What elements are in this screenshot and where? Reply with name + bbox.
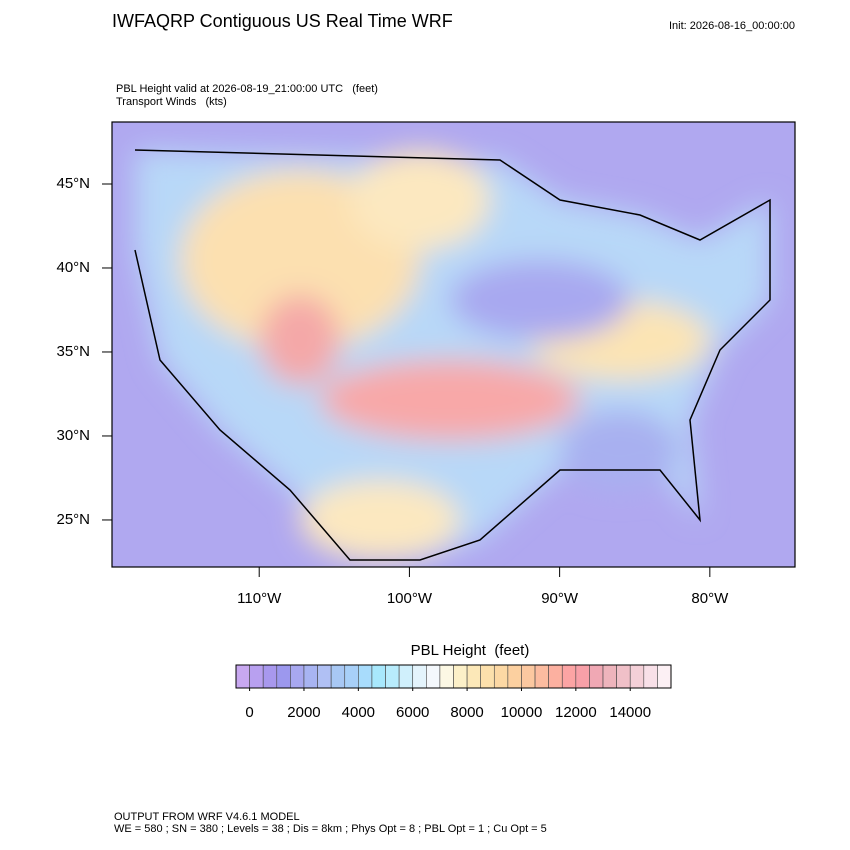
y-tick-label: 30°N — [56, 427, 90, 444]
colorbar-swatch — [480, 664, 495, 689]
y-tick-label: 25°N — [56, 511, 90, 528]
y-tick-label: 35°N — [56, 343, 90, 360]
colorbar-swatch — [249, 664, 264, 689]
colorbar-swatch — [657, 664, 672, 689]
colorbar-swatch — [344, 664, 359, 689]
colorbar-swatch — [290, 664, 305, 689]
colorbar-swatch — [507, 664, 522, 689]
colorbar-tick-label: 10000 — [501, 704, 543, 721]
colorbar-swatch — [262, 664, 278, 689]
colorbar-swatch — [575, 664, 590, 689]
colorbar-swatch — [358, 664, 373, 689]
y-tick-label: 40°N — [56, 259, 90, 276]
colorbar-tick-label: 8000 — [450, 704, 483, 721]
colorbar-swatch — [548, 664, 563, 689]
colorbar-tick-label: 6000 — [396, 704, 429, 721]
colorbar-swatch — [602, 664, 617, 689]
colorbar-swatch — [643, 664, 658, 689]
subtitle: Transport Winds (kts) — [116, 96, 227, 108]
map-field — [112, 122, 795, 567]
colorbar-swatch — [466, 664, 481, 689]
footer: WE = 580 ; SN = 380 ; Levels = 38 ; Dis … — [114, 823, 547, 835]
colorbar-frame — [235, 664, 672, 689]
colorbar-swatch — [561, 664, 577, 689]
colorbar-swatch — [439, 664, 454, 689]
colorbar-swatch — [534, 664, 549, 689]
colorbar-swatch — [629, 664, 645, 689]
coastline — [134, 149, 771, 561]
colorbar-tick-label: 2000 — [287, 704, 320, 721]
colorbar-swatch — [493, 664, 509, 689]
colorbar-swatch — [616, 664, 631, 689]
colorbar-swatch — [589, 664, 604, 689]
colorbar-tick-label: 14000 — [609, 704, 651, 721]
colorbar-swatch — [453, 664, 468, 689]
colorbar-swatch — [398, 664, 414, 689]
x-tick-label: 110°W — [237, 590, 282, 607]
colorbar-swatch — [330, 664, 346, 689]
init-time: Init: 2026-08-16_00:00:00 — [669, 20, 795, 32]
colorbar-tick-label: 12000 — [555, 704, 597, 721]
colorbar-swatch — [317, 664, 332, 689]
pbl-field — [135, 150, 770, 560]
colorbar-swatch — [303, 664, 318, 689]
colorbar-tick-label: 0 — [245, 704, 253, 721]
map-frame — [111, 121, 796, 568]
colorbar-swatch — [385, 664, 400, 689]
colorbar-tick-label: 4000 — [342, 704, 375, 721]
colorbar-title: PBL Height (feet) — [411, 642, 530, 659]
x-tick-label: 100°W — [387, 590, 433, 607]
title: IWFAQRP Contiguous US Real Time WRF — [112, 11, 453, 31]
colorbar-swatch — [371, 664, 386, 689]
colorbar-swatch — [412, 664, 427, 689]
x-tick-label: 90°W — [541, 590, 579, 607]
footer: OUTPUT FROM WRF V4.6.1 MODEL — [114, 811, 300, 823]
colorbar-swatch — [235, 664, 250, 689]
y-tick-label: 45°N — [56, 175, 90, 192]
colorbar-swatch — [521, 664, 536, 689]
x-tick-label: 80°W — [691, 590, 729, 607]
subtitle: PBL Height valid at 2026-08-19_21:00:00 … — [116, 83, 378, 95]
colorbar-swatch — [426, 664, 441, 689]
colorbar-swatch — [276, 664, 291, 689]
